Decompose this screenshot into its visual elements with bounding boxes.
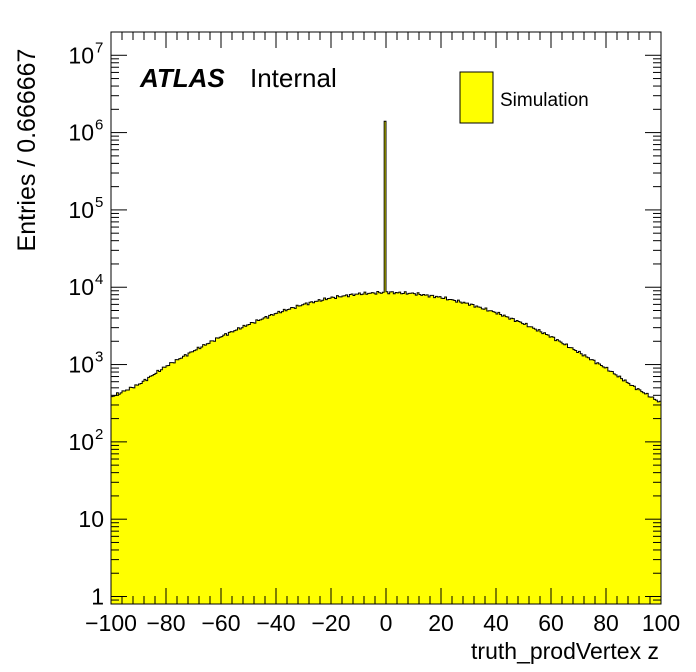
x-tick-label: −80 bbox=[146, 610, 185, 636]
x-tick-label: −40 bbox=[256, 610, 295, 636]
y-tick-label: 10 3 bbox=[68, 349, 103, 378]
y-tick-label: 10 bbox=[78, 506, 104, 532]
y-tick-label: 10 2 bbox=[68, 426, 103, 455]
y-tick-label-base: 1 bbox=[91, 584, 104, 610]
y-tick-label: 10 7 bbox=[68, 39, 103, 68]
atlas-label-bold: ATLAS bbox=[139, 63, 225, 93]
y-tick-label-base: 10 bbox=[68, 197, 94, 223]
x-tick-label: 100 bbox=[642, 610, 680, 636]
y-tick-label-exponent: 5 bbox=[95, 194, 103, 211]
y-tick-label-base: 10 bbox=[68, 352, 94, 378]
legend-swatch bbox=[459, 71, 494, 124]
x-tick-label: 20 bbox=[428, 610, 454, 636]
y-tick-label-base: 10 bbox=[68, 274, 94, 300]
legend: Simulation bbox=[459, 71, 589, 124]
x-tick-label: 0 bbox=[380, 610, 393, 636]
y-tick-label-exponent: 2 bbox=[95, 426, 103, 443]
x-tick-label: −20 bbox=[311, 610, 350, 636]
y-tick-label-exponent: 6 bbox=[95, 117, 103, 134]
y-tick-label: 10 4 bbox=[68, 271, 103, 300]
x-tick-label: −60 bbox=[201, 610, 240, 636]
y-tick-label-exponent: 7 bbox=[95, 39, 103, 56]
x-tick-label: 60 bbox=[538, 610, 564, 636]
y-tick-label-exponent: 4 bbox=[95, 271, 103, 288]
y-tick-label: 10 6 bbox=[68, 117, 103, 146]
y-axis-title: Entries / 0.666667 bbox=[13, 49, 41, 252]
y-tick-label-base: 10 bbox=[78, 506, 104, 532]
y-tick-label-base: 10 bbox=[68, 42, 94, 68]
plot-area bbox=[110, 120, 662, 605]
atlas-label: ATLAS Internal bbox=[139, 63, 337, 93]
y-tick-label-base: 10 bbox=[68, 120, 94, 146]
y-tick-label-base: 10 bbox=[68, 429, 94, 455]
x-tick-label: 80 bbox=[593, 610, 619, 636]
x-tick-label: 40 bbox=[483, 610, 509, 636]
histogram-series-simulation bbox=[110, 120, 662, 605]
y-tick-label: 1 bbox=[91, 584, 104, 610]
x-axis-title: truth_prodVertex z bbox=[471, 638, 659, 664]
atlas-label-internal: Internal bbox=[250, 63, 337, 93]
y-tick-label: 10 5 bbox=[68, 194, 103, 223]
legend-label: Simulation bbox=[500, 90, 589, 111]
y-tick-label-exponent: 3 bbox=[95, 349, 103, 366]
x-tick-label: −100 bbox=[85, 610, 137, 636]
